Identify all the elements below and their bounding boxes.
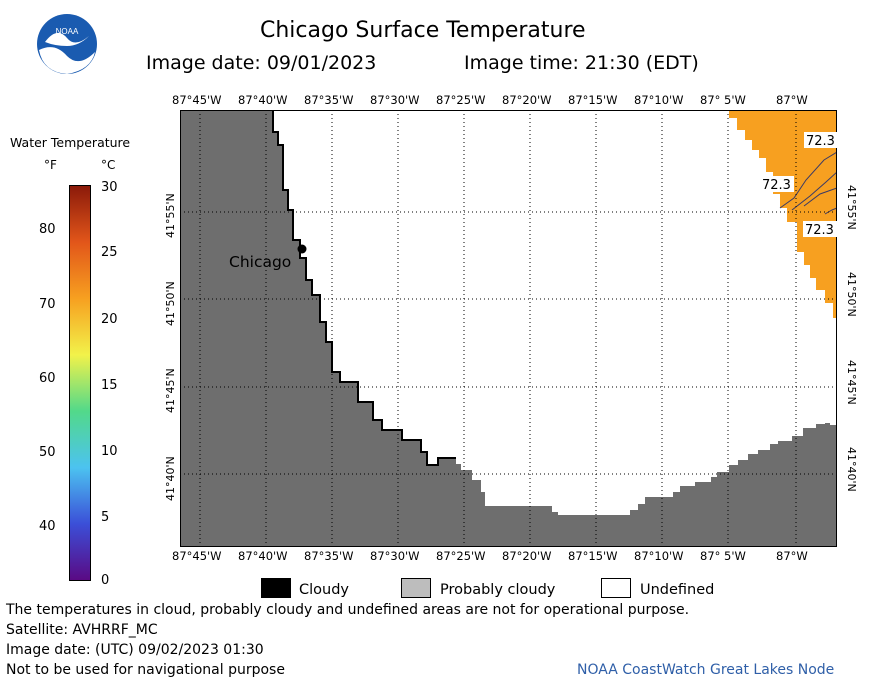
- shoreline: [272, 110, 456, 466]
- page-title: Chicago Surface Temperature: [260, 18, 586, 43]
- map-frame: [180, 110, 837, 547]
- bottom-lon-label: 87°15'W: [568, 549, 618, 563]
- bottom-lon-label: 87°20'W: [502, 549, 552, 563]
- disclaimer-text: The temperatures in cloud, probably clou…: [6, 602, 690, 618]
- temp-label: 72.3: [762, 178, 791, 193]
- bottom-lon-label: 87°45'W: [172, 549, 222, 563]
- c-tick-30: 30: [101, 180, 118, 195]
- bottom-lon-label: 87°35'W: [304, 549, 354, 563]
- logo-text: NOAA: [56, 27, 79, 36]
- chicago-marker: [297, 244, 307, 254]
- right-lat-label: 41°50'N: [845, 272, 858, 317]
- undefined-swatch: [601, 578, 631, 598]
- temp-label-box: [804, 132, 837, 148]
- f-tick-60: 60: [39, 371, 56, 386]
- right-lat-label: 41°55'N: [845, 185, 858, 230]
- isotherm-line: [824, 207, 837, 215]
- top-lon-label: 87°35'W: [304, 93, 354, 107]
- isotherm-line: [779, 151, 837, 209]
- noaa-logo: NOAA: [37, 14, 97, 74]
- right-lat-label: 41°40'N: [845, 447, 858, 492]
- left-lat-label: 41°40'N: [164, 456, 177, 501]
- bottom-lon-label: 87°W: [776, 549, 808, 563]
- f-tick-50: 50: [39, 445, 56, 460]
- top-lon-label: 87°W: [776, 93, 808, 107]
- temp-label-box: [803, 221, 837, 237]
- isotherm-line: [791, 171, 837, 211]
- top-lon-label: 87°30'W: [370, 93, 420, 107]
- left-lat-label: 41°45'N: [164, 368, 177, 413]
- city-label: Chicago: [229, 253, 292, 271]
- c-tick-0: 0: [101, 573, 110, 588]
- c-tick-25: 25: [101, 245, 118, 260]
- top-lon-label: 87°15'W: [568, 93, 618, 107]
- bottom-lon-label: 87°30'W: [370, 549, 420, 563]
- temperature-map: 72.3 72.3 72.3: [180, 110, 837, 547]
- c-tick-20: 20: [101, 312, 118, 327]
- lat-lon-grid: [180, 110, 837, 547]
- undefined-label: Undefined: [640, 582, 715, 598]
- f-tick-40: 40: [39, 519, 56, 534]
- top-lon-label: 87°10'W: [634, 93, 684, 107]
- f-tick-80: 80: [39, 222, 56, 237]
- bottom-lon-label: 87°10'W: [634, 549, 684, 563]
- navigation-warning: Not to be used for navigational purpose: [6, 662, 285, 678]
- temp-label-box: [760, 176, 794, 192]
- bottom-lon-label: 87° 5'W: [700, 549, 746, 563]
- c-tick-15: 15: [101, 378, 118, 393]
- left-lat-label: 41°55'N: [164, 193, 177, 238]
- legend-title: Water Temperature: [10, 135, 131, 150]
- temp-label: 72.3: [805, 223, 834, 238]
- cloudy-swatch: [261, 578, 291, 598]
- credit-text: NOAA CoastWatch Great Lakes Node: [577, 662, 835, 678]
- top-lon-label: 87°40'W: [238, 93, 288, 107]
- land-area: [180, 110, 837, 547]
- temp-label: 72.3: [806, 134, 835, 149]
- utc-date-text: Image date: (UTC) 09/02/2023 01:30: [6, 642, 264, 658]
- bottom-lon-label: 87°25'W: [436, 549, 486, 563]
- isotherm-line: [803, 187, 837, 207]
- probably-cloudy-swatch: [401, 578, 431, 598]
- bottom-lon-label: 87°40'W: [238, 549, 288, 563]
- cloudy-label: Cloudy: [299, 582, 349, 598]
- probably-cloudy-label: Probably cloudy: [440, 582, 556, 598]
- c-tick-5: 5: [101, 510, 110, 525]
- water-temperature-area: [729, 110, 837, 318]
- unit-celsius: °C: [101, 158, 116, 172]
- temperature-colorbar: [69, 185, 91, 581]
- top-lon-label: 87° 5'W: [700, 93, 746, 107]
- left-lat-label: 41°50'N: [164, 281, 177, 326]
- top-lon-label: 87°45'W: [172, 93, 222, 107]
- f-tick-70: 70: [39, 297, 56, 312]
- top-lon-label: 87°25'W: [436, 93, 486, 107]
- unit-fahrenheit: °F: [44, 158, 57, 172]
- c-tick-10: 10: [101, 444, 118, 459]
- image-time: Image time: 21:30 (EDT): [464, 52, 699, 74]
- right-lat-label: 41°45'N: [845, 360, 858, 405]
- satellite-text: Satellite: AVHRRF_MC: [6, 622, 158, 638]
- image-date: Image date: 09/01/2023: [146, 52, 377, 74]
- top-lon-label: 87°20'W: [502, 93, 552, 107]
